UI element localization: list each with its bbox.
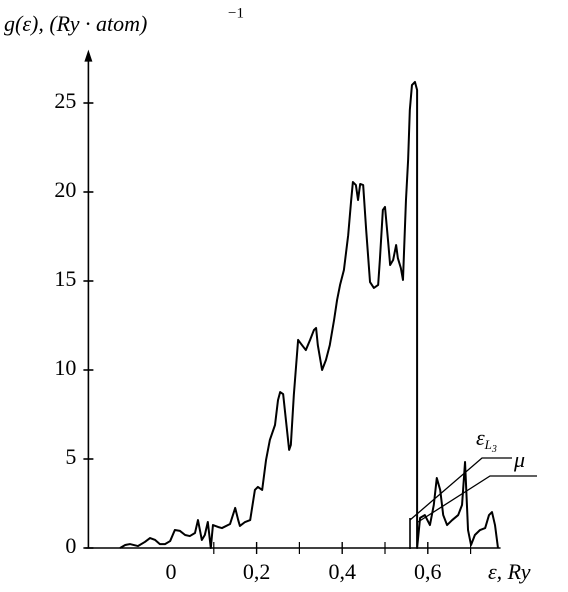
y-axis-arrow: [84, 49, 93, 62]
y-tick-label: 5: [65, 444, 76, 469]
leader-line: [409, 457, 512, 521]
y-tick-label: 0: [65, 533, 76, 558]
x-axis-label: ε, Ry: [488, 559, 531, 584]
y-tick-label: 20: [54, 177, 76, 202]
annotation: μ: [513, 447, 525, 472]
x-tick-label: 0,2: [243, 559, 271, 584]
y-tick-label: 10: [54, 355, 76, 380]
annotation: εL3: [476, 425, 497, 455]
y-tick-label: 15: [54, 266, 76, 291]
y-axis-label-exponent: −1: [228, 5, 244, 21]
y-axis-label: g(ε), (Ry · atom): [4, 11, 147, 36]
x-tick-label: 0: [166, 559, 177, 584]
x-tick-label: 0,4: [328, 559, 356, 584]
x-tick-label: 0,6: [414, 559, 442, 584]
line: [119, 80, 499, 549]
y-tick-label: 25: [54, 88, 76, 113]
